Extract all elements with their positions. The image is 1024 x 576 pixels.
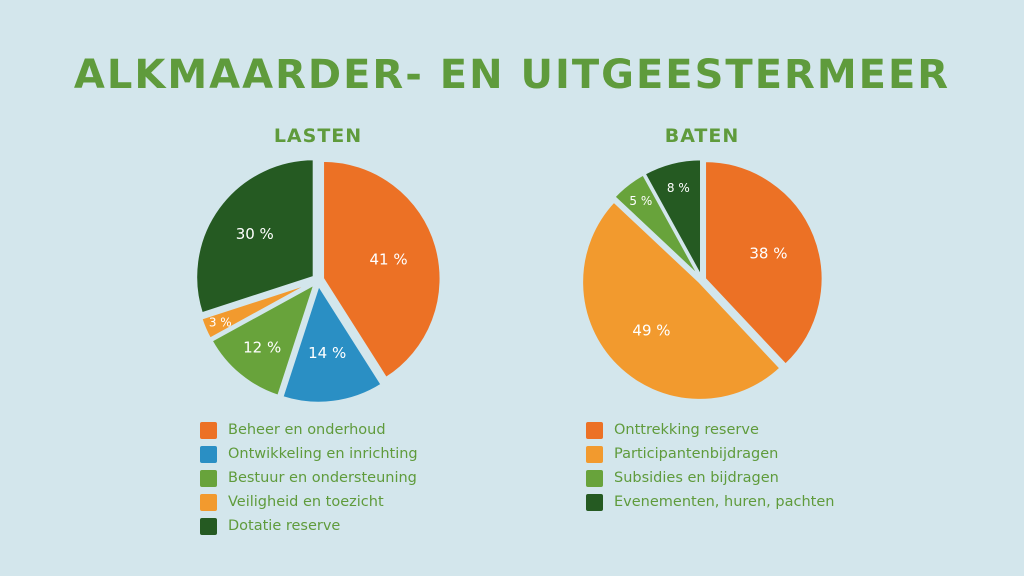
legend-swatch [200,445,217,463]
page-title: ALKMAARDER- EN UITGEESTERMEER [73,52,951,98]
legend-swatch [200,517,217,535]
lasten-slice-label-0: 41 % [369,251,407,269]
lasten-slice-3 [199,280,315,341]
lasten-legend-item: Ontwikkeling en inrichting [200,442,418,466]
legend-swatch [586,445,603,463]
lasten-legend: Beheer en onderhoud Ontwikkeling en inric… [200,418,418,538]
legend-swatch [586,421,603,439]
legend-label: Evenementen, huren, pachten [614,494,835,510]
baten-slice-0 [703,159,825,367]
lasten-legend-item: Dotatie reserve [200,514,418,538]
legend-label: Bestuur en ondersteuning [228,470,417,486]
baten-legend-item: Subsidies en bijdragen [586,466,834,490]
legend-label: Dotatie reserve [228,518,341,534]
lasten-slice-2 [209,281,317,398]
baten-chart-title: BATEN [664,125,740,147]
baten-slice-label-0: 38 % [749,245,787,263]
baten-legend-item: Participantenbijdragen [586,442,834,466]
lasten-legend-item: Beheer en onderhoud [200,418,418,442]
lasten-pie-chart: 41 % 14 % 12 % 3 % 30 % [194,157,443,405]
legend-swatch [200,469,217,487]
baten-legend-item: Onttrekking reserve [586,418,834,442]
legend-label: Participantenbijdragen [614,446,779,462]
lasten-chart-title: LASTEN [273,125,363,147]
baten-slice-label-1: 49 % [632,322,670,340]
lasten-slice-4 [194,157,316,316]
lasten-slice-label-4: 30 % [236,225,274,243]
baten-slice-label-3: 8 % [667,181,690,195]
lasten-slice-label-1: 14 % [308,344,346,362]
legend-swatch [200,421,217,439]
lasten-legend-item: Veiligheid en toezicht [200,490,418,514]
legend-label: Ontwikkeling en inrichting [228,446,418,462]
lasten-slice-label-3: 3 % [209,315,232,329]
baten-pie-chart: 38 % 49 % 5 % 8 % [580,157,825,402]
lasten-legend-item: Bestuur en ondersteuning [200,466,418,490]
legend-label: Veiligheid en toezicht [228,494,384,510]
lasten-slice-label-2: 12 % [243,338,281,356]
lasten-slice-0 [321,159,443,380]
legend-swatch [586,469,603,487]
legend-label: Beheer en onderhoud [228,422,386,438]
baten-slice-label-2: 5 % [629,194,652,208]
baten-slice-1 [580,199,783,402]
legend-swatch [586,493,603,511]
legend-label: Onttrekking reserve [614,422,759,438]
legend-label: Subsidies en bijdragen [614,470,779,486]
legend-swatch [200,493,217,511]
baten-legend-item: Evenementen, huren, pachten [586,490,834,514]
baten-legend: Onttrekking reserve Participantenbijdrage… [586,418,834,514]
baten-slice-3 [642,157,703,278]
lasten-slice-1 [280,282,384,405]
